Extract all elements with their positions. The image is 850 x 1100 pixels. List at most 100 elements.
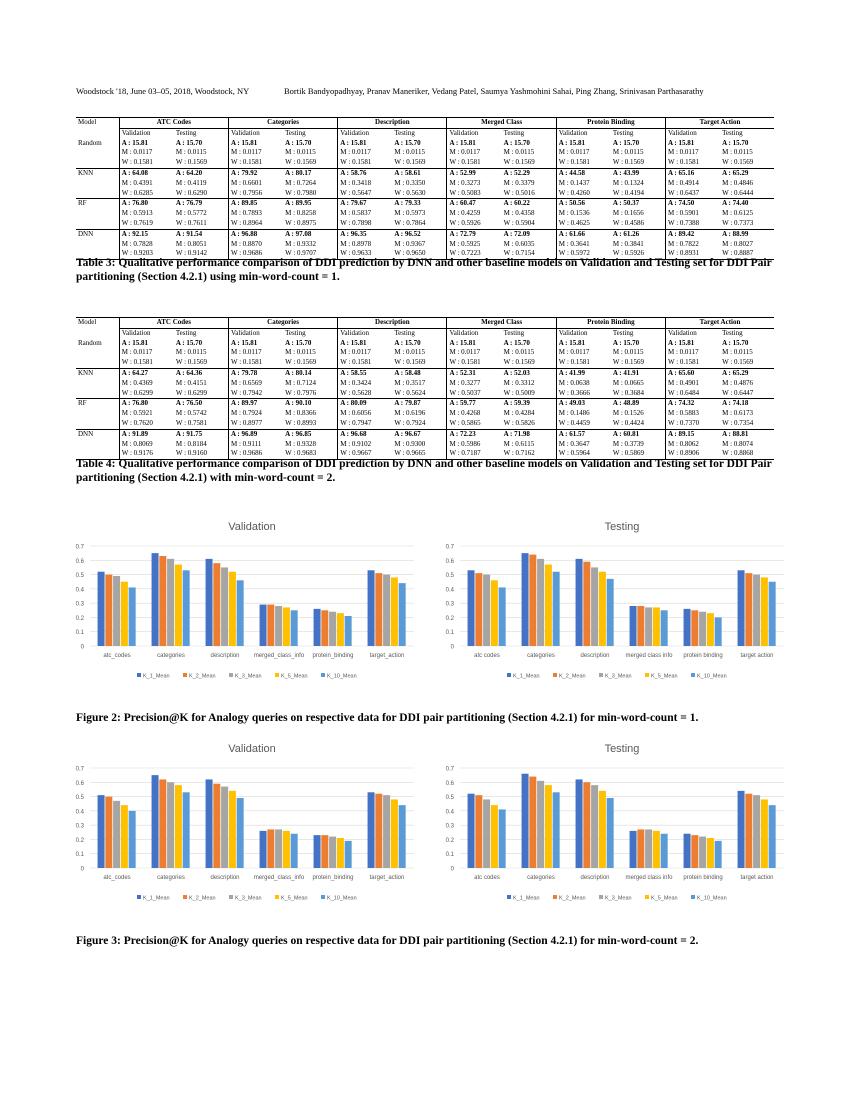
bar xyxy=(344,840,352,868)
cell-line: A : 79.67 xyxy=(340,199,367,208)
bar xyxy=(128,810,136,868)
cell-line: W : 0.1581 xyxy=(340,158,372,167)
bar xyxy=(383,574,391,646)
bar xyxy=(753,795,761,868)
legend-swatch xyxy=(229,673,233,677)
cell-line: M : 0.4846 xyxy=(722,178,754,187)
chart: Validation 0 0.1 0.2 0.3 0.4 0.5 0.6 0.7 atc_code… xyxy=(76,521,414,680)
cell-line: W : 0.4424 xyxy=(612,418,645,427)
cell-line: A : 15.70 xyxy=(503,138,530,147)
cell-line: M : 0.4268 xyxy=(449,409,481,418)
cell: A : 76.80 M : 0.5921 W : 0.7620 xyxy=(118,398,174,430)
bar xyxy=(606,798,614,868)
legend-swatch xyxy=(275,895,279,899)
cell: A : 15.81 M : 0.0117 W : 0.1581 xyxy=(664,338,721,369)
x-tick-label: merged_class_info xyxy=(254,875,305,881)
y-tick-label: 0.3 xyxy=(446,824,455,830)
cell-line: M : 0.9300 xyxy=(394,439,426,448)
cell-line: A : 15.70 xyxy=(612,138,640,147)
table-row: DNN A : 91.89 M : 0.8069 W : 0.9176 A : 91.7… xyxy=(76,428,774,461)
bar xyxy=(313,835,321,868)
cell-line: A : 43.99 xyxy=(612,168,640,177)
y-tick-label: 0.7 xyxy=(76,767,85,773)
cell-line: W : 0.7581 xyxy=(175,418,208,427)
y-tick-label: 0.2 xyxy=(446,616,455,622)
cell: A : 52.29 M : 0.3379 W : 0.5016 xyxy=(501,167,557,199)
cell-line: W : 0.7924 xyxy=(394,418,426,427)
cell-line: A : 52.99 xyxy=(449,168,476,177)
bar xyxy=(760,799,768,868)
cell: A : 15.81 M : 0.0117 W : 0.1581 xyxy=(227,338,284,369)
cell-line: M : 0.6115 xyxy=(503,439,535,448)
legend-label: K_5_Mean xyxy=(651,896,678,902)
legend-label: K_5_Mean xyxy=(281,674,308,680)
cell-line: A : 15.81 xyxy=(340,138,367,147)
cell-line: A : 96.89 xyxy=(230,429,258,438)
legend-label: K_3_Mean xyxy=(605,674,632,680)
bar xyxy=(652,607,660,646)
cell-line: W : 0.6285 xyxy=(121,188,153,197)
bar xyxy=(282,830,290,868)
table-row: Random A : 15.81 M : 0.0117 W : 0.1581 A : 1… xyxy=(76,338,774,369)
cell-line: W : 0.1581 xyxy=(230,158,263,167)
subheader: Testing xyxy=(394,328,415,337)
cell-line: W : 0.7388 xyxy=(667,218,700,227)
cell-line: A : 58.76 xyxy=(340,168,367,177)
cell-line: A : 15.81 xyxy=(667,138,695,147)
cell-line: W : 0.9142 xyxy=(175,249,208,258)
cell-line: W : 0.5037 xyxy=(449,388,481,397)
bar xyxy=(267,829,275,868)
x-tick-label: target_action xyxy=(370,875,405,881)
x-tick-label: categories xyxy=(527,653,555,659)
cell-line: W : 0.5972 xyxy=(558,249,590,258)
bar xyxy=(290,833,298,868)
subheader: Validation xyxy=(555,328,611,339)
cell: A : 89.42 M : 0.7822 W : 0.8931 xyxy=(664,228,721,261)
column-header: Categories xyxy=(227,317,338,329)
cell-line: A : 88.81 xyxy=(722,429,749,438)
cell-line: W : 0.9203 xyxy=(121,249,153,258)
cell-line: A : 58.55 xyxy=(340,368,367,377)
cell: A : 96.52 M : 0.9367 W : 0.9650 xyxy=(392,228,447,261)
cell-line: W : 0.4625 xyxy=(558,218,590,227)
legend-label: K_2_Mean xyxy=(559,674,586,680)
cell: A : 15.70 M : 0.0115 W : 0.1569 xyxy=(502,339,557,369)
x-tick-label: protein binding xyxy=(683,875,722,881)
cell: A : 15.81 M : 0.0117 W : 0.1581 xyxy=(337,138,393,169)
bar xyxy=(221,786,229,868)
legend-label: K_3_Mean xyxy=(605,896,632,902)
cell-line: M : 0.7822 xyxy=(667,239,699,248)
header-row: Model ATC Codes Categories Description Merge… xyxy=(76,316,774,339)
y-tick-label: 0.6 xyxy=(446,559,455,565)
bar xyxy=(467,793,475,868)
cell-line: W : 0.1569 xyxy=(612,158,645,167)
legend-label: K_1_Mean xyxy=(143,674,170,680)
bar xyxy=(575,558,583,646)
cell-line: A : 15.81 xyxy=(449,338,476,347)
cell-line: M : 0.7828 xyxy=(121,239,153,248)
cell: A : 41.91 M : 0.0665 W : 0.3684 xyxy=(610,367,666,399)
model-name: RF xyxy=(76,398,120,430)
bar xyxy=(591,785,599,868)
y-tick-label: 0.2 xyxy=(446,838,455,844)
column-header: Description xyxy=(337,117,447,129)
cell-line: A : 15.70 xyxy=(722,338,749,347)
cell-line: W : 0.5628 xyxy=(340,388,372,397)
cell: A : 79.92 M : 0.6601 W : 0.7956 xyxy=(227,167,284,199)
cell-line: W : 0.8993 xyxy=(285,418,317,427)
cell-line: A : 65.29 xyxy=(722,168,749,177)
cell-line: A : 15.70 xyxy=(285,338,312,347)
cell: A : 79.87 M : 0.6196 W : 0.7924 xyxy=(392,398,447,430)
cell-line: W : 0.5964 xyxy=(558,449,590,458)
table-row: DNN A : 92.15 M : 0.7828 W : 0.9203 A : 91.5… xyxy=(76,228,774,261)
cell: A : 59.39 M : 0.4284 W : 0.5826 xyxy=(501,398,557,430)
cell-line: M : 0.6173 xyxy=(722,409,754,418)
cell: A : 15.70 M : 0.0115 W : 0.1569 xyxy=(720,139,774,169)
cell-line: W : 0.7898 xyxy=(340,218,372,227)
cell: A : 52.03 M : 0.3312 W : 0.5009 xyxy=(501,367,557,399)
cell-line: W : 0.9650 xyxy=(394,249,426,258)
cell: A : 89.95 M : 0.8258 W : 0.8975 xyxy=(283,198,338,230)
x-tick-label: categories xyxy=(157,875,185,881)
y-tick-label: 0.1 xyxy=(446,852,455,858)
cell-line: A : 88.99 xyxy=(722,229,749,238)
